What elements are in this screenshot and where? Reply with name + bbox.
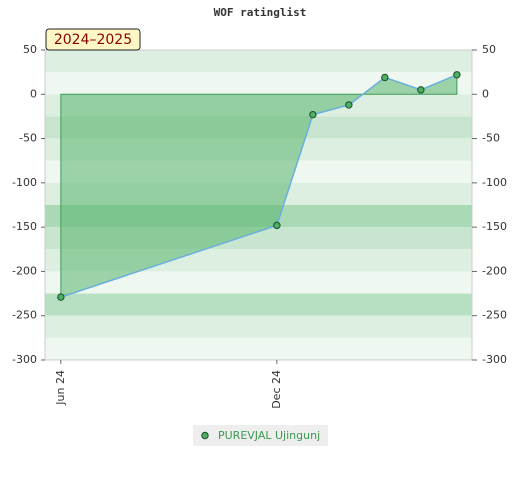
- y-tick-label: -150: [12, 220, 37, 233]
- plot-frame: [44, 49, 473, 361]
- band: [45, 293, 472, 316]
- legend-box: [193, 425, 328, 446]
- band: [45, 271, 472, 294]
- y2-tick-label: -50: [482, 132, 500, 145]
- band: [45, 72, 472, 95]
- y-tick-label: 50: [23, 43, 37, 56]
- band: [45, 50, 472, 73]
- band: [45, 337, 472, 360]
- y2-tick-label: -100: [482, 176, 507, 189]
- y-tick-label: 0: [30, 87, 37, 100]
- point: [417, 86, 425, 94]
- y-tick-label: -300: [12, 353, 37, 366]
- y2-tick-label: -150: [482, 220, 507, 233]
- y2-tick-label: -200: [482, 264, 507, 277]
- point: [381, 73, 389, 82]
- y-tick-label: -100: [12, 176, 37, 189]
- y2-tick-label: -300: [482, 353, 507, 366]
- x-tick-label: Dec 24: [270, 370, 283, 409]
- legend-label: PUREVJAL Ujingunj: [218, 429, 320, 442]
- badge: 2024–2025: [54, 32, 132, 48]
- band: [45, 315, 472, 338]
- y2-tick-label: 0: [482, 87, 489, 100]
- y2-tick-label: 50: [482, 43, 496, 56]
- x-tick-label: Jun 24: [54, 370, 67, 406]
- point: [309, 110, 317, 119]
- y-tick-label: -250: [12, 309, 37, 322]
- point: [57, 293, 65, 301]
- badge-box: [45, 28, 141, 51]
- chart-title: WOF ratinglist: [214, 6, 307, 19]
- y-tick-label: -200: [12, 264, 37, 277]
- legend-marker: [201, 431, 209, 440]
- point: [273, 221, 281, 230]
- y-tick-label: -50: [19, 132, 37, 145]
- point: [345, 101, 353, 109]
- point: [453, 71, 461, 79]
- y2-tick-label: -250: [482, 309, 507, 322]
